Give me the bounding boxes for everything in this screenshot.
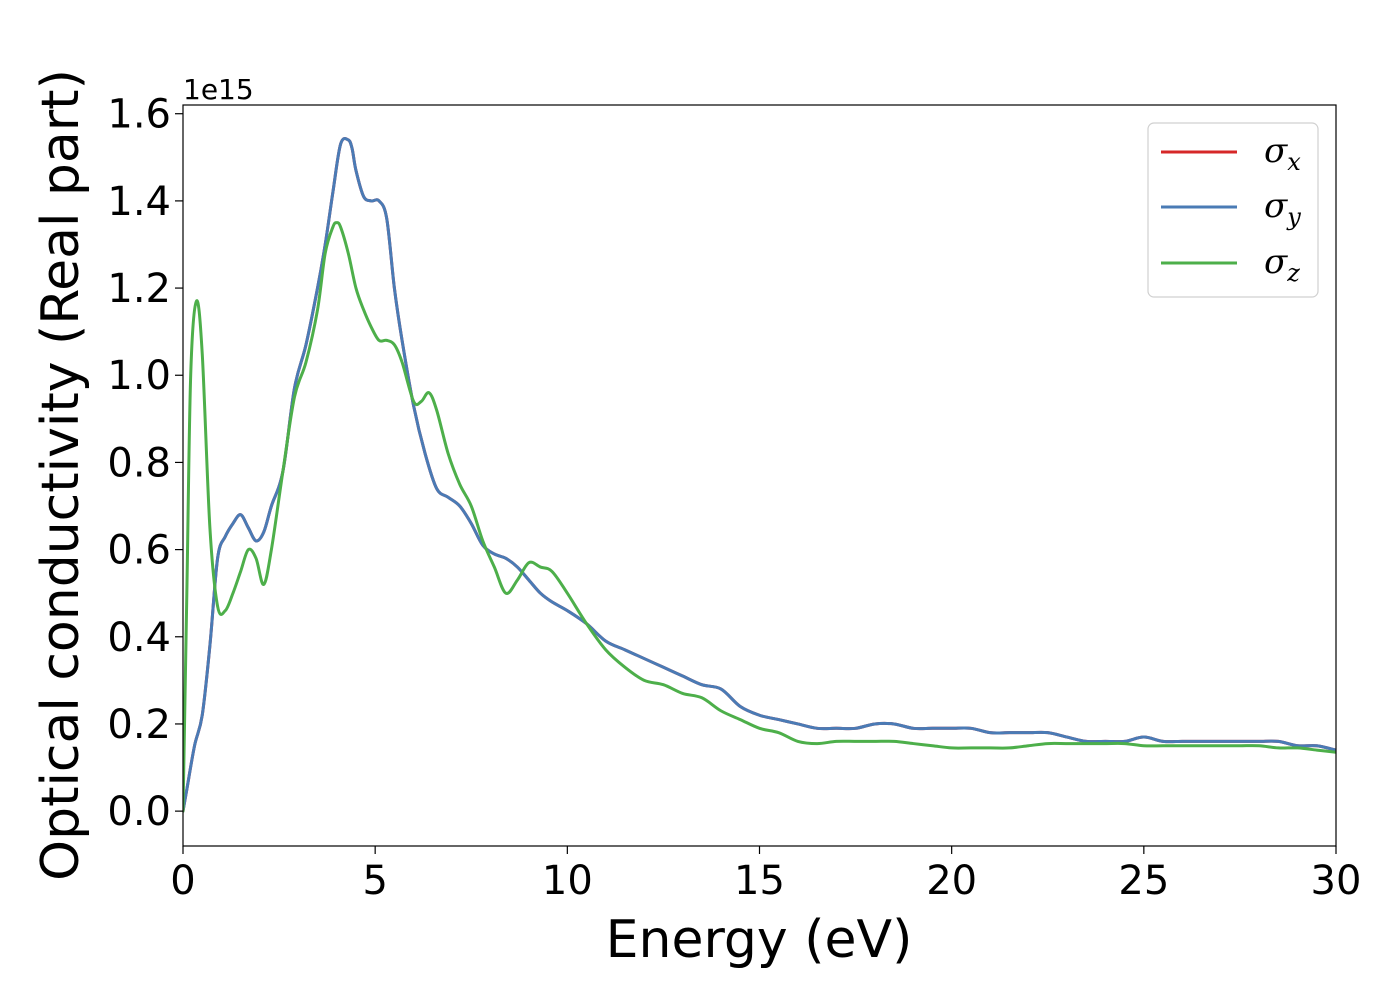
y-axis-ticks: 0.0 0.2 0.4 0.6 0.8 1.0 1.2 1.4 1.6 — [107, 92, 183, 835]
y-tick-label: 0.2 — [107, 702, 171, 748]
y-axis-label: Optical conductivity (Real part) — [31, 69, 91, 881]
legend: σx σy σz — [1147, 122, 1319, 298]
y-tick-label: 0.4 — [107, 615, 171, 661]
legend-box — [1147, 122, 1319, 298]
y-tick-label: 1.4 — [107, 179, 171, 225]
legend-label-z: σz — [1264, 242, 1300, 287]
x-tick-label: 30 — [1311, 858, 1362, 904]
series-layer — [183, 137, 1336, 813]
x-axis-label: Energy (eV) — [606, 910, 913, 970]
x-tick-label: 10 — [542, 858, 593, 904]
x-axis-ticks: 0 5 10 15 20 25 30 — [170, 846, 1361, 904]
y-axis-offset-label: 1e15 — [183, 73, 254, 106]
plot-area — [182, 104, 1337, 847]
y-tick-label: 1.2 — [107, 266, 171, 312]
y-tick-label: 1.0 — [107, 353, 171, 399]
series-line-sigma-z — [183, 221, 1336, 813]
x-tick-label: 20 — [926, 858, 977, 904]
legend-label-x: σx — [1264, 131, 1301, 176]
y-tick-label: 1.6 — [107, 92, 171, 138]
x-tick-label: 5 — [362, 858, 387, 904]
y-tick-label: 0.6 — [107, 528, 171, 574]
x-tick-label: 15 — [734, 858, 785, 904]
x-tick-label: 0 — [170, 858, 195, 904]
y-tick-label: 0.0 — [107, 789, 171, 835]
legend-label-y: σy — [1264, 186, 1301, 231]
x-tick-label: 25 — [1118, 858, 1169, 904]
y-tick-label: 0.8 — [107, 440, 171, 486]
